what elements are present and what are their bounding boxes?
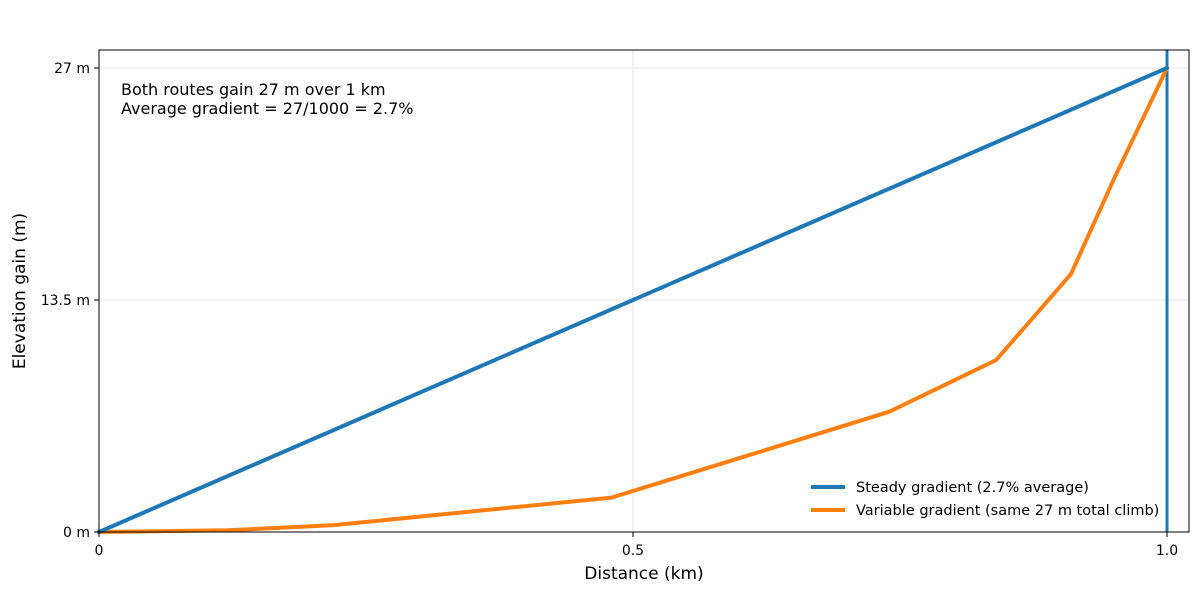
y-axis-label: Elevation gain (m) (10, 213, 30, 369)
series-line (97, 66, 1169, 534)
y-tick-label: 13.5 m (41, 293, 90, 309)
y-tick-label: 27 m (54, 61, 90, 77)
x-tick-label: 0 (95, 543, 104, 559)
annotation-line-1: Both routes gain 27 m over 1 km (121, 80, 386, 99)
x-tick-label: 1.0 (1156, 543, 1178, 559)
axis-ticks: 0 0.5 1.0 0 m 13.5 m 27 m (41, 61, 1178, 559)
plot-frame (98, 49, 1190, 533)
annotation-line-2: Average gradient = 27/1000 = 2.7% (121, 99, 413, 118)
series-line (97, 66, 1169, 534)
x-axis-label: Distance (km) (584, 564, 703, 584)
legend-label: Steady gradient (2.7% average) (856, 480, 1089, 496)
legend-label: Variable gradient (same 27 m total climb… (856, 503, 1159, 519)
y-tick-label: 0 m (63, 525, 90, 541)
x-tick-label: 0.5 (622, 543, 644, 559)
series-layer (97, 50, 1169, 534)
legend: Steady gradient (2.7% average) Variable g… (811, 480, 1159, 519)
